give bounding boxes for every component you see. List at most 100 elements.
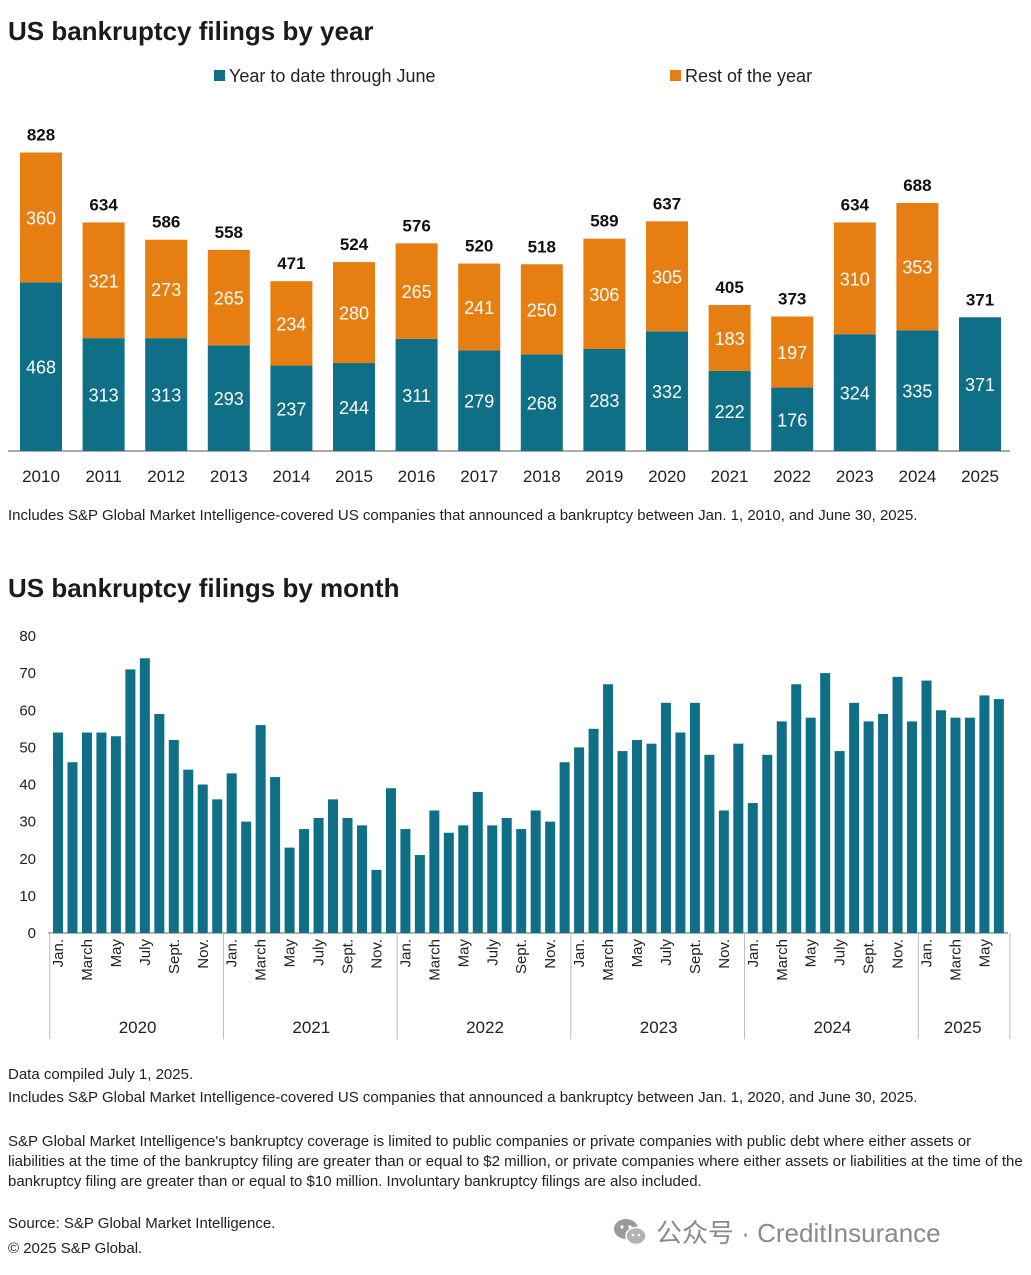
bar-2021-month-4 xyxy=(270,777,281,933)
bar-total-2012: 586 xyxy=(152,213,180,232)
bar-total-2023: 634 xyxy=(841,195,870,214)
x-tick-2010: 2010 xyxy=(22,467,60,486)
bar-2020-month-9 xyxy=(168,739,179,933)
bar-2020-month-3 xyxy=(81,732,92,933)
x-tick-2019: 2019 xyxy=(585,467,623,486)
bar-2021-month-11 xyxy=(371,869,382,933)
bar-label-rest-2020: 305 xyxy=(652,267,682,287)
bar-2020-month-7 xyxy=(139,658,150,933)
bar-2021-month-3 xyxy=(255,725,266,933)
bar-total-2019: 589 xyxy=(590,212,618,231)
month-label-2025-5: May xyxy=(976,939,993,968)
bar-rest-2010 xyxy=(20,152,62,283)
month-label-2020-1: Jan. xyxy=(50,939,67,967)
month-label-2023-7: July xyxy=(658,939,675,966)
bar-2023-month-1 xyxy=(574,747,585,933)
bar-2024-month-2 xyxy=(762,754,773,933)
bar-label-ytd-2015: 244 xyxy=(339,398,369,418)
bar-label-rest-2024: 353 xyxy=(902,258,932,278)
legend-swatch-ytd xyxy=(214,70,225,81)
bar-total-2022: 373 xyxy=(778,290,806,309)
bar-2022-month-8 xyxy=(501,817,512,933)
bar-ytd-2017 xyxy=(458,350,501,451)
bar-rest-2018 xyxy=(520,264,563,355)
bar-2023-month-4 xyxy=(617,751,628,933)
bar-2024-month-1 xyxy=(747,803,758,933)
bar-2024-month-4 xyxy=(791,684,802,933)
watermark: 公众号 · CreditInsurance xyxy=(612,1213,941,1250)
month-label-2023-3: March xyxy=(600,939,617,981)
y-tick-30: 30 xyxy=(19,814,36,831)
bar-2023-month-11 xyxy=(718,810,729,933)
bar-total-2017: 520 xyxy=(465,237,493,256)
bar-ytd-2013 xyxy=(207,345,250,451)
y-tick-10: 10 xyxy=(19,888,36,905)
bar-total-2010: 828 xyxy=(27,126,55,145)
year-label-2023: 2023 xyxy=(640,1018,678,1037)
month-label-2021-11: Nov. xyxy=(368,939,385,969)
chart2-plot: 0 10 20 30 40 50 60 70 80 Jan. March May July Sept. No… xyxy=(19,628,1011,1039)
bar-label-rest-2012: 273 xyxy=(151,280,181,300)
bar-2022-month-7 xyxy=(487,825,498,933)
bar-total-2011: 634 xyxy=(89,195,118,214)
bar-ytd-2018 xyxy=(520,354,563,451)
bar-2020-month-1 xyxy=(53,732,63,933)
bar-2020-month-10 xyxy=(183,769,194,933)
bar-2021-month-2 xyxy=(241,821,252,933)
bar-ytd-2024 xyxy=(896,330,939,451)
month-label-2020-7: July xyxy=(137,939,154,966)
month-label-2024-9: Sept. xyxy=(861,939,878,974)
bar-total-2013: 558 xyxy=(215,223,243,242)
bar-label-ytd-2024: 335 xyxy=(902,382,932,402)
x-tick-2013: 2013 xyxy=(210,467,248,486)
month-label-2023-5: May xyxy=(629,939,646,968)
x-tick-2018: 2018 xyxy=(523,467,561,486)
footer-note-coverage: Includes S&P Global Market Intelligence-… xyxy=(8,1089,918,1106)
bar-2025-month-5 xyxy=(979,695,990,933)
bar-label-ytd-2016: 311 xyxy=(402,386,431,406)
bar-label-ytd-2017: 279 xyxy=(464,392,494,412)
year-label-2025: 2025 xyxy=(944,1018,982,1037)
month-label-2023-1: Jan. xyxy=(571,939,588,967)
bar-2023-month-3 xyxy=(603,684,614,933)
bar-2022-month-10 xyxy=(530,810,541,933)
bar-rest-2014 xyxy=(270,281,313,366)
bar-rest-2015 xyxy=(333,262,375,364)
bar-rest-2012 xyxy=(145,239,188,339)
bar-2023-month-5 xyxy=(632,739,642,933)
bar-rest-2019 xyxy=(583,238,626,349)
bar-total-2024: 688 xyxy=(903,176,931,195)
x-tick-2016: 2016 xyxy=(398,467,436,486)
bar-rest-2021 xyxy=(708,304,751,371)
month-label-2020-11: Nov. xyxy=(195,939,212,969)
x-tick-2025: 2025 xyxy=(961,467,999,486)
bar-2024-month-8 xyxy=(849,702,860,933)
month-label-2023-9: Sept. xyxy=(687,939,704,974)
month-label-2020-5: May xyxy=(108,939,125,968)
bar-2021-month-10 xyxy=(356,825,367,933)
bar-2020-month-12 xyxy=(212,799,223,933)
month-label-2021-5: May xyxy=(282,939,299,968)
bar-2020-month-8 xyxy=(154,713,165,933)
bar-label-ytd-2010: 468 xyxy=(26,358,56,378)
year-label-2020: 2020 xyxy=(119,1018,157,1037)
bar-2023-month-6 xyxy=(646,743,657,933)
month-label-2022-7: July xyxy=(484,939,501,966)
legend-item-rest: Rest of the year xyxy=(670,66,812,87)
x-tick-2020: 2020 xyxy=(648,467,686,486)
bar-2024-month-9 xyxy=(863,721,874,933)
bar-2021-month-1 xyxy=(226,773,237,933)
bar-ytd-2019 xyxy=(583,348,626,451)
bar-2020-month-2 xyxy=(67,762,78,933)
bar-label-ytd-2014: 237 xyxy=(276,399,306,419)
month-label-2023-11: Nov. xyxy=(716,939,733,969)
bar-label-ytd-2019: 283 xyxy=(589,391,619,411)
y-tick-60: 60 xyxy=(19,702,36,719)
month-label-2021-7: July xyxy=(311,939,328,966)
month-label-2021-3: March xyxy=(253,939,270,981)
bar-ytd-2010 xyxy=(20,282,62,451)
bar-ytd-2015 xyxy=(333,363,375,451)
x-tick-2015: 2015 xyxy=(335,467,373,486)
bar-2022-month-2 xyxy=(414,855,425,933)
month-label-2022-1: Jan. xyxy=(397,939,414,967)
